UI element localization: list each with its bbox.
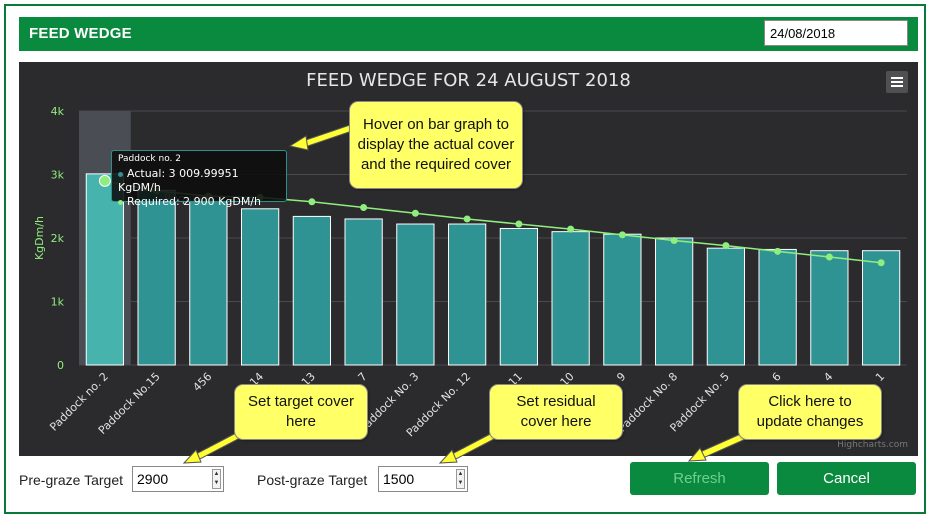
pre-graze-label: Pre-graze Target [19,472,124,488]
bar-actual [292,215,332,366]
refresh-button[interactable]: Refresh [630,462,769,495]
bar-actual [551,231,590,366]
cancel-button[interactable]: Cancel [777,462,916,495]
bar-actual [499,227,539,366]
y-tick-label: 3k [51,169,65,182]
chart-credits: Highcharts.com [837,440,908,450]
x-tick-label: 6 [770,370,784,384]
date-input[interactable] [764,20,908,46]
required-point [308,198,316,206]
header-bar: FEED WEDGE [19,17,918,51]
x-tick-label: 7 [356,370,370,384]
bar-actual [706,247,746,366]
y-tick-label: 0 [57,359,64,372]
bar-actual [396,223,435,366]
bar-actual [240,208,280,366]
y-tick-label: 4k [51,105,65,118]
bar-actual [137,189,176,366]
required-point [670,237,678,245]
required-point [463,215,471,223]
required-point [877,259,885,267]
required-point [567,225,575,233]
bar-actual [603,233,642,366]
x-tick-label: 4 [821,370,835,384]
refresh-callout: Click here to update changes [738,384,882,440]
required-point [774,247,782,255]
post-graze-label: Post-graze Target [257,472,368,488]
residual-callout: Set residual cover here [489,384,623,440]
down-arrow-icon[interactable]: ▼ [457,480,464,486]
bar-actual [344,218,383,366]
bar-actual [861,250,901,366]
y-tick-label: 1k [51,296,65,309]
page-title: FEED WEDGE [29,25,132,42]
up-arrow-icon[interactable]: ▲ [457,471,464,477]
bar-actual [810,250,849,366]
post-graze-input[interactable]: 1500 ▲ ▼ [378,466,468,492]
required-point [98,174,111,187]
chart-tooltip: Paddock no. 2 Actual: 3 009.99951 KgDM/h… [111,150,287,208]
x-tick-label: 456 [190,370,214,394]
target-callout: Set target cover here [234,384,368,440]
required-point [360,204,368,212]
pre-graze-value: 2900 [137,471,169,487]
y-axis-label: KgDm/h [33,216,46,260]
required-point [411,209,419,217]
post-graze-spinner[interactable]: ▲ ▼ [456,469,465,489]
y-tick-label: 2k [51,232,65,245]
required-point [722,242,730,250]
down-arrow-icon[interactable]: ▼ [213,480,220,486]
x-tick-label: 9 [614,370,628,384]
tooltip-title: Paddock no. 2 [118,154,181,164]
x-tick-label: 1 [873,370,887,384]
required-dot-icon [118,199,123,205]
up-arrow-icon[interactable]: ▲ [213,471,220,477]
bar-actual [758,248,797,366]
chart-menu-icon[interactable] [886,71,908,93]
bar-actual [85,173,125,366]
required-point [618,231,626,239]
bar-actual [447,223,487,366]
required-point [515,220,523,228]
required-point [825,253,833,261]
hover-callout: Hover on bar graph to display the actual… [349,101,523,189]
pre-graze-input[interactable]: 2900 ▲ ▼ [132,466,224,492]
bar-actual [654,237,694,366]
tooltip-actual: Actual: 3 009.99951 KgDM/h [118,167,239,194]
tooltip-required: Required: 2 900 KgDM/h [127,195,261,208]
chart-title: FEED WEDGE FOR 24 AUGUST 2018 [306,70,631,91]
post-graze-value: 1500 [383,471,415,487]
pre-graze-spinner[interactable]: ▲ ▼ [212,469,221,489]
actual-dot-icon [118,171,123,177]
bar-actual [189,200,228,366]
